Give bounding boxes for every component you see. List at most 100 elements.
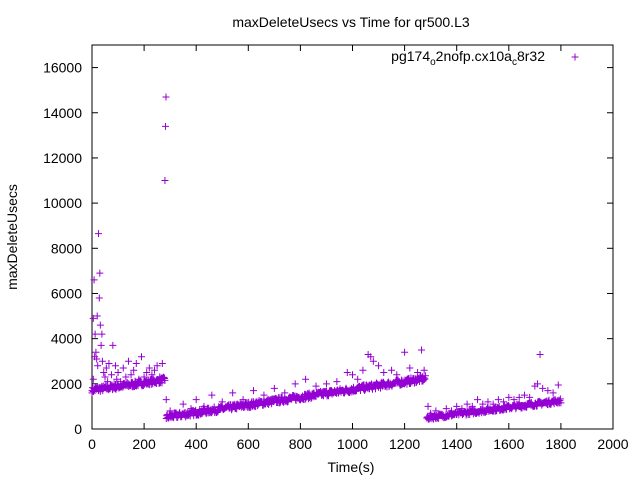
data-point [104, 378, 112, 386]
data-point [520, 391, 528, 399]
data-point [312, 382, 320, 390]
data-point [187, 405, 195, 413]
data-point [158, 359, 166, 367]
x-tick-label: 800 [289, 436, 313, 452]
data-point [117, 378, 125, 386]
y-tick-label: 0 [74, 421, 82, 437]
x-tick-label: 600 [237, 436, 261, 452]
data-point [91, 330, 99, 338]
data-point [489, 400, 497, 408]
data-point [137, 353, 145, 361]
data-point [270, 384, 278, 392]
data-point [110, 380, 118, 388]
data-point [556, 395, 564, 403]
data-point [124, 357, 132, 365]
data-point [260, 391, 268, 399]
data-point [474, 396, 482, 404]
x-tick-label: 400 [185, 436, 209, 452]
legend-label: pg174o2nofp.cx10ac8r32 [391, 48, 545, 68]
data-point [161, 122, 169, 130]
data-points [88, 93, 565, 423]
data-point [437, 411, 445, 419]
data-point [94, 362, 102, 370]
data-point [369, 357, 377, 365]
data-point [108, 371, 116, 379]
data-point [100, 369, 108, 377]
data-point [533, 402, 541, 410]
data-point [89, 314, 97, 322]
data-point [291, 380, 299, 388]
data-point [549, 389, 557, 397]
data-point [111, 362, 119, 370]
data-point [106, 382, 114, 390]
data-point [208, 391, 216, 399]
data-point [380, 369, 388, 377]
x-tick-label: 200 [132, 436, 156, 452]
data-point [494, 396, 502, 404]
data-point [539, 384, 547, 392]
data-point [113, 375, 121, 383]
x-tick-label: 1000 [337, 436, 368, 452]
data-point [406, 364, 414, 372]
data-point [354, 375, 362, 383]
data-point [302, 375, 310, 383]
data-point [145, 364, 153, 372]
data-point [250, 387, 258, 395]
data-point [333, 378, 341, 386]
y-tick-label: 6000 [51, 285, 82, 301]
data-point [401, 348, 409, 356]
legend-label-part: pg174 [391, 48, 430, 64]
data-point [557, 399, 565, 407]
y-tick-label: 16000 [43, 60, 82, 76]
data-point [148, 371, 156, 379]
data-point [533, 380, 541, 388]
y-tick-label: 12000 [43, 150, 82, 166]
y-tick-label: 4000 [51, 331, 82, 347]
data-point [418, 346, 426, 354]
data-point [96, 269, 104, 277]
data-point [322, 380, 330, 388]
data-point [151, 366, 159, 374]
legend-label-subscript: c [512, 57, 517, 68]
y-tick-label: 14000 [43, 105, 82, 121]
data-point [90, 276, 98, 284]
y-tick-label: 2000 [51, 376, 82, 392]
data-point [166, 407, 174, 415]
x-tick-label: 1400 [441, 436, 472, 452]
legend-label-subscript: o [430, 57, 436, 68]
data-point [127, 371, 135, 379]
data-point [98, 330, 106, 338]
x-axis-label: Time(s) [328, 459, 375, 475]
data-point [95, 230, 103, 238]
data-point [161, 376, 169, 384]
x-tick-label: 0 [88, 436, 96, 452]
data-point [359, 366, 367, 374]
data-point [119, 364, 127, 372]
y-tick-label: 8000 [51, 240, 82, 256]
legend-marker [571, 53, 579, 61]
data-point [500, 398, 508, 406]
x-tick-label: 1600 [493, 436, 524, 452]
data-point [229, 389, 237, 397]
axis-ticks: 0 200 400 600 800 1000 1200 1400 1600 1800 2000 0 20… [43, 45, 629, 452]
data-point [132, 359, 140, 367]
data-point [88, 387, 96, 395]
data-point [95, 294, 103, 302]
data-point [143, 369, 151, 377]
data-point [98, 357, 106, 365]
data-point [367, 353, 375, 361]
data-point [544, 387, 552, 395]
data-point [109, 341, 117, 349]
data-point [414, 369, 422, 377]
data-point [171, 409, 179, 417]
data-point [156, 373, 164, 381]
chart-title: maxDeleteUsecs vs Time for qr500.L3 [232, 14, 470, 30]
data-point [130, 366, 138, 374]
data-point [162, 93, 170, 101]
data-point [393, 371, 401, 379]
data-point [515, 393, 523, 401]
data-point [468, 402, 476, 410]
legend-label-part: 8r32 [517, 48, 545, 64]
data-point [97, 341, 105, 349]
